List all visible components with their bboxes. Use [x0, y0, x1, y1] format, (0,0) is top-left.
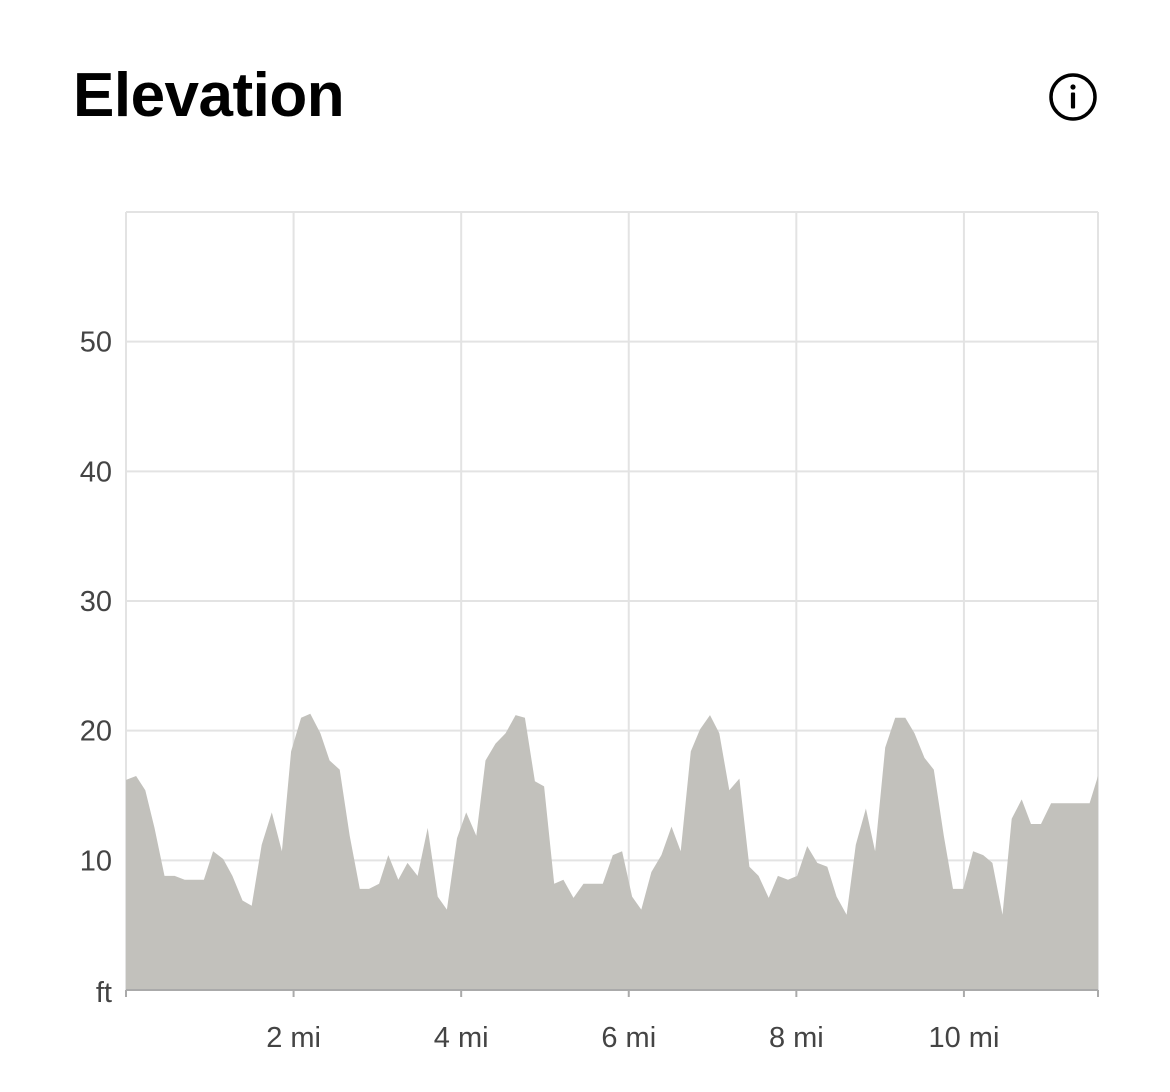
- page-title: Elevation: [73, 61, 345, 130]
- y-unit-label: ft: [96, 977, 112, 1009]
- x-tick-label: 8 mi: [769, 1022, 824, 1054]
- x-tick-label: 2 mi: [266, 1022, 321, 1054]
- y-tick-label: 10: [80, 845, 112, 877]
- chart-axes: [125, 989, 1099, 997]
- x-tick-label: 6 mi: [601, 1022, 656, 1054]
- chart-area-layer: [126, 713, 1098, 990]
- elevation-area: [126, 713, 1098, 990]
- y-tick-label: 40: [80, 456, 112, 488]
- info-circle-icon[interactable]: [1048, 72, 1098, 122]
- x-tick-label: 4 mi: [434, 1022, 489, 1054]
- x-axis-labels: 2 mi 4 mi 6 mi 8 mi 10 mi: [266, 1022, 999, 1054]
- y-tick-label: 20: [80, 716, 112, 748]
- y-tick-label: 30: [80, 586, 112, 618]
- y-axis-labels: 10 20 30 40 50 ft: [80, 327, 112, 1009]
- x-tick-label: 10 mi: [928, 1022, 999, 1054]
- y-tick-label: 50: [80, 327, 112, 359]
